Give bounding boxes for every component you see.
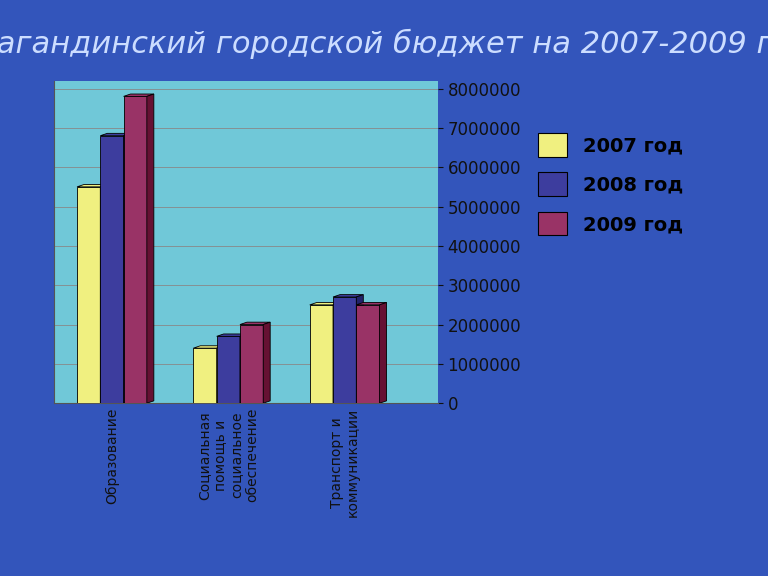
Polygon shape xyxy=(333,295,363,297)
Polygon shape xyxy=(77,184,108,187)
Polygon shape xyxy=(356,295,363,403)
Bar xyxy=(356,305,379,403)
Polygon shape xyxy=(310,302,340,305)
Bar xyxy=(101,136,124,403)
Polygon shape xyxy=(333,302,340,403)
Bar xyxy=(217,336,240,403)
Polygon shape xyxy=(263,322,270,403)
Bar xyxy=(77,187,101,403)
Polygon shape xyxy=(194,346,223,348)
Polygon shape xyxy=(240,334,247,403)
Legend: 2007 год, 2008 год, 2009 год: 2007 год, 2008 год, 2009 год xyxy=(528,123,693,245)
Polygon shape xyxy=(101,184,108,403)
Bar xyxy=(194,348,217,403)
Polygon shape xyxy=(101,134,131,136)
Polygon shape xyxy=(124,134,131,403)
Text: Карагандинский городской бюджет на 2007-2009 года: Карагандинский городской бюджет на 2007-… xyxy=(0,29,768,59)
Bar xyxy=(240,324,263,403)
Bar xyxy=(310,305,333,403)
Polygon shape xyxy=(240,322,270,324)
Polygon shape xyxy=(124,94,154,96)
Polygon shape xyxy=(217,346,223,403)
Polygon shape xyxy=(147,94,154,403)
Polygon shape xyxy=(356,302,386,305)
Polygon shape xyxy=(217,334,247,336)
Polygon shape xyxy=(379,302,386,403)
Bar xyxy=(333,297,356,403)
Bar xyxy=(124,96,147,403)
